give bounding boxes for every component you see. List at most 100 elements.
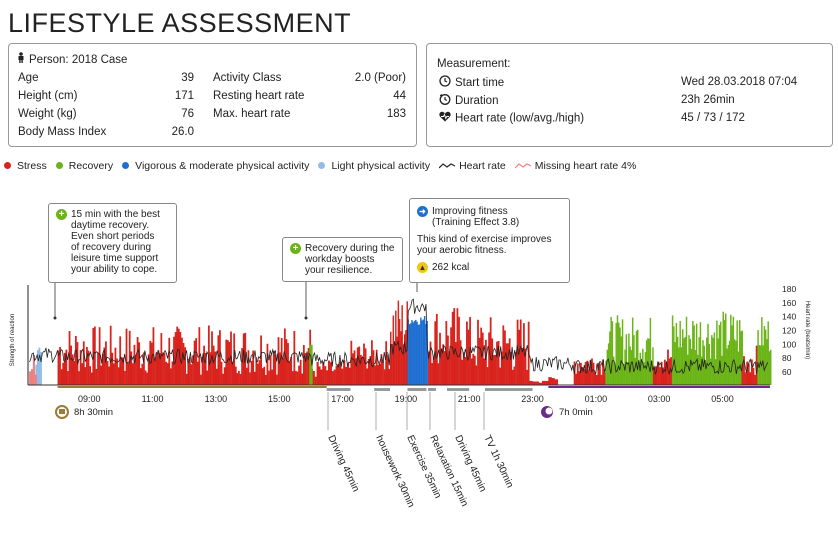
stress-bar [109,325,112,385]
duration-value: 23h 26min [681,94,735,106]
heart-rate-row: Heart rate (low/avg./high) [439,111,584,126]
vigorous-bar [422,319,425,385]
recovery-bar [645,340,648,385]
stress-bar [352,353,354,385]
legend-label: Stress [17,160,47,173]
recovery-bar [634,357,636,385]
recovery-bar [723,320,726,385]
x-tick-label: 01:00 [585,394,608,404]
stress-bar [253,371,256,385]
recovery-bar [612,356,615,385]
stress-bar [182,342,185,385]
height-value: 171 [174,90,194,102]
work-duration-label: 8h 30min [74,407,113,418]
stress-bar [293,330,296,385]
recovery-bar [681,329,684,385]
stress-bar [78,371,80,385]
stress-bar [67,371,69,385]
recovery-bar [679,320,681,385]
stress-bar [285,339,288,385]
callout-line: leisure time support [71,253,159,264]
callout-line: of recovery during [71,242,152,253]
stress-bar [364,348,367,385]
stress-bar [428,351,430,385]
stress-bar [90,372,93,385]
recovery-bar [721,355,723,385]
stress-bar [144,370,147,385]
light-activity-bar [38,347,41,385]
stress-bar [255,357,258,385]
stress-bar [184,347,186,385]
stress-bar [363,343,365,385]
stress-bar [327,360,331,385]
stress-bar [131,363,134,385]
stress-bar [57,350,60,385]
recovery-bar [649,317,652,385]
stress-bar [271,369,274,385]
activity-marker [407,388,427,391]
recovery-bar [671,315,674,385]
stress-bar [375,349,378,385]
stress-bar [515,352,517,385]
stress-bar [276,374,278,385]
recovery-bar [650,360,653,385]
sleep-duration-label: 7h 0min [559,407,593,418]
activity-label: TV 1h 30min [481,434,515,490]
stress-bar [200,374,202,385]
recovery-bar [635,330,638,385]
stress-bar [402,344,405,385]
activity-marker [374,388,391,391]
legend-item: Heart rate [438,160,506,172]
stress-bar [296,371,299,385]
stress-bar [97,352,99,385]
recovery-bar [630,350,633,385]
callout-line: Improving fitness [432,206,508,217]
stress-bar [163,353,166,385]
x-tick-label: 17:00 [331,394,354,404]
stress-bar [158,353,161,385]
stress-bar [171,361,174,385]
stress-bar [238,370,240,385]
legend-item: Recovery [55,160,113,172]
stress-bar [188,357,191,385]
stress-bar [448,351,451,385]
recovery-bar [675,323,678,385]
stress-bar [391,343,393,385]
recovery-bar [680,347,683,385]
light-activity-bar [40,351,42,385]
stress-bar [385,341,388,385]
vigorous-bar [411,320,413,385]
missing-bar [30,369,34,385]
stress-bar [587,369,590,385]
stress-bar [192,355,194,385]
heart-rate-label: Heart rate (low/avg./high) [455,112,585,125]
recovery-bar [716,320,718,385]
stress-bar [600,374,603,385]
recovery-bar [761,317,763,385]
stress-bar [405,329,407,385]
vigorous-bar [420,317,422,385]
recovery-bar [605,360,607,385]
bmi-label: Body Mass Index [18,126,107,138]
resting-hr-label: Resting heart rate [213,90,305,102]
stress-bar [150,342,153,385]
vigorous-bar [409,323,412,385]
stress-bar [299,359,302,385]
stress-bar [162,352,164,385]
stress-bar [395,310,397,385]
duration-row: Duration [439,93,498,109]
stress-bar [440,348,443,385]
stress-bar [754,374,756,385]
stress-bar [589,360,592,385]
recovery-bar [652,347,654,385]
work-period-bar [57,386,327,388]
stress-bar [485,339,487,385]
stress-bar [117,367,120,385]
stress-bar [374,365,376,385]
callout-line: daytime recovery. [71,220,150,231]
stress-bar [749,372,752,385]
stress-bar [201,357,204,385]
resting-hr-value: 44 [393,90,406,102]
stress-bar [122,357,125,385]
recovery-bar [615,322,617,385]
